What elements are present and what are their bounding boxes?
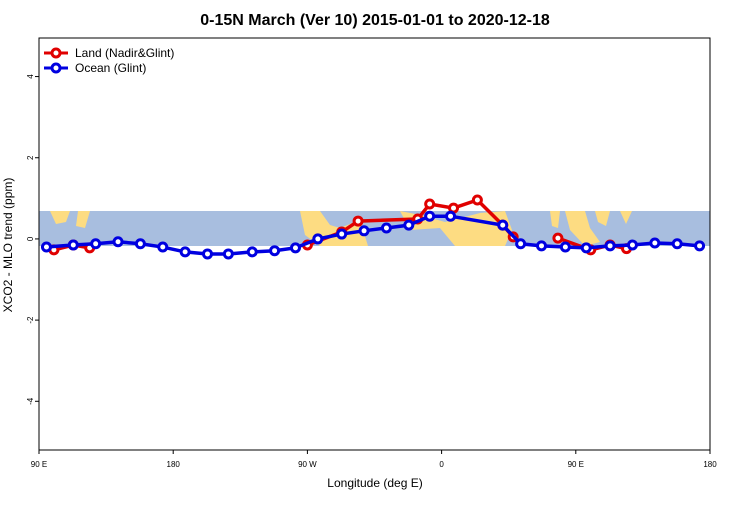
data-point [312, 233, 324, 245]
data-point [580, 242, 592, 254]
data-point [112, 236, 124, 248]
x-tick-label: 90 E [31, 460, 47, 469]
x-tick-label: 0 [439, 460, 444, 469]
data-point [626, 239, 638, 251]
x-tick-label: 180 [703, 460, 717, 469]
data-point [471, 194, 483, 206]
legend-marker [50, 47, 62, 59]
data-point [671, 238, 683, 250]
data-point [445, 210, 457, 222]
data-point [424, 198, 436, 210]
data-point [552, 232, 564, 244]
y-tick-label: 0 [26, 236, 35, 241]
y-tick-label: -2 [26, 316, 35, 324]
data-point [604, 240, 616, 252]
data-point [67, 239, 79, 251]
x-axis-label: Longitude (deg E) [327, 476, 422, 490]
y-tick-label: 2 [26, 155, 35, 160]
chart-title: 0-15N March (Ver 10) 2015-01-01 to 2020-… [200, 12, 550, 29]
data-point [694, 240, 706, 252]
legend-label: Ocean (Glint) [75, 61, 146, 75]
plot-frame [38, 37, 711, 451]
data-point [497, 219, 509, 231]
data-point [179, 246, 191, 258]
data-point [289, 242, 301, 254]
data-point [403, 219, 415, 231]
data-point [246, 246, 258, 258]
legend-marker [50, 62, 62, 74]
data-point [536, 240, 548, 252]
data-point [424, 210, 436, 222]
legend-label: Land (Nadir&Glint) [75, 46, 174, 60]
data-point [352, 215, 364, 227]
y-tick-label: 4 [26, 74, 35, 79]
map-background [39, 211, 710, 246]
data-point [380, 222, 392, 234]
data-point [222, 248, 234, 260]
data-point [559, 241, 571, 253]
data-point [134, 238, 146, 250]
data-point [358, 225, 370, 237]
y-tick-label: -4 [26, 397, 35, 405]
data-point [515, 238, 527, 250]
y-axis-label: XCO2 - MLO trend (ppm) [1, 178, 15, 313]
data-point [40, 241, 52, 253]
x-tick-label: 90 E [568, 460, 584, 469]
data-point [157, 241, 169, 253]
data-point [336, 228, 348, 240]
x-tick-label: 180 [167, 460, 181, 469]
x-tick-label: 90 W [298, 460, 317, 469]
data-point [201, 248, 213, 260]
legend: Land (Nadir&Glint)Ocean (Glint) [44, 46, 174, 75]
data-point [269, 245, 281, 257]
data-point [90, 238, 102, 250]
data-point [649, 237, 661, 249]
